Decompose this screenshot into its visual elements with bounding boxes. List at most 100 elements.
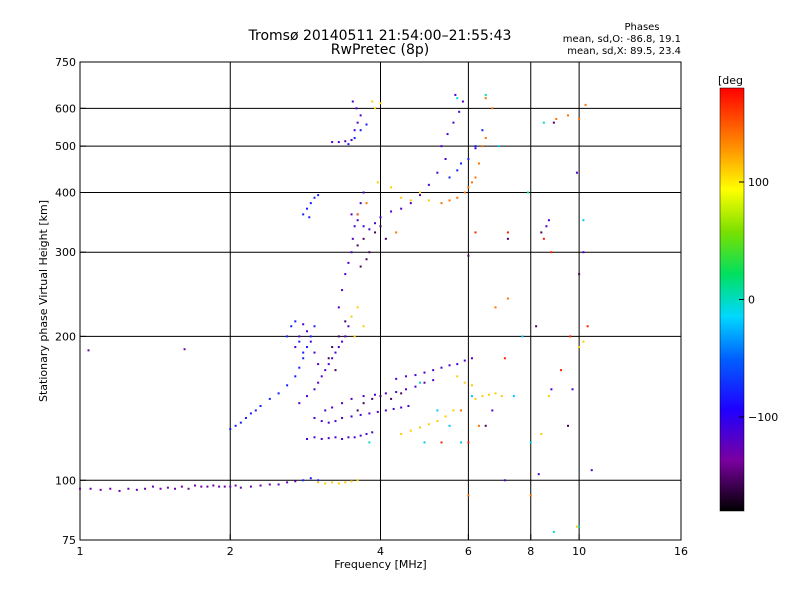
data-point (223, 485, 226, 488)
colorbar-tick-label: 100 (748, 176, 769, 189)
data-point (302, 357, 305, 360)
data-point (337, 306, 340, 309)
data-point (313, 416, 316, 419)
data-point (334, 369, 337, 372)
data-point (362, 402, 365, 405)
data-point (350, 480, 353, 483)
data-point (448, 176, 451, 179)
data-point (294, 375, 297, 378)
data-point (320, 375, 323, 378)
data-point (474, 397, 477, 400)
data-point (353, 137, 356, 140)
data-point (470, 357, 473, 360)
data-point (294, 346, 297, 349)
data-point (567, 114, 570, 117)
data-point (309, 477, 312, 480)
data-point (327, 363, 330, 366)
data-point (423, 441, 426, 444)
data-point (351, 100, 354, 103)
data-point (356, 409, 359, 412)
data-point (317, 194, 320, 197)
data-point (331, 357, 334, 360)
data-point (542, 237, 545, 240)
data-point (234, 424, 237, 427)
data-point (452, 121, 455, 124)
data-point (359, 202, 362, 205)
data-point (470, 181, 473, 184)
data-point (379, 395, 382, 398)
data-point (590, 469, 593, 472)
y-tick-label: 750 (55, 56, 76, 69)
data-point (540, 231, 543, 234)
y-tick-label: 200 (55, 330, 76, 343)
data-point (87, 349, 90, 352)
data-point (456, 363, 459, 366)
data-point (365, 258, 368, 261)
data-point (436, 409, 439, 412)
colorbar: [deg 100 0 −100 (718, 74, 778, 512)
data-point (327, 437, 330, 440)
data-point (362, 191, 365, 194)
data-point (463, 191, 466, 194)
data-point (353, 225, 356, 228)
data-point (390, 397, 393, 400)
data-point (331, 346, 334, 349)
data-point (384, 392, 387, 395)
data-point (268, 397, 271, 400)
data-point (234, 484, 237, 487)
data-point (419, 191, 422, 194)
data-point (494, 392, 497, 395)
data-point (584, 103, 587, 106)
data-point (218, 485, 221, 488)
data-point (309, 335, 312, 338)
data-point (249, 485, 252, 488)
y-tick-label: 600 (55, 102, 76, 115)
data-point (567, 424, 570, 427)
data-point (259, 405, 262, 408)
data-point (309, 202, 312, 205)
colorbar-label: [deg (718, 74, 743, 87)
data-point (337, 482, 340, 485)
data-point (560, 369, 563, 372)
data-point (306, 395, 309, 398)
data-point (324, 409, 327, 412)
x-tick-label: 4 (377, 545, 384, 558)
x-tick-label: 16 (674, 545, 688, 558)
data-point (277, 392, 280, 395)
data-point (419, 381, 422, 384)
data-point (427, 423, 430, 426)
data-point (376, 181, 379, 184)
data-point (359, 114, 362, 117)
data-point (461, 100, 464, 103)
data-point (446, 133, 449, 136)
data-point (419, 426, 422, 429)
data-point (350, 213, 353, 216)
data-point (350, 139, 353, 142)
data-point (362, 325, 365, 328)
data-point (484, 97, 487, 100)
data-point (173, 487, 176, 490)
data-point (395, 231, 398, 234)
data-point (317, 479, 320, 482)
data-point (571, 388, 574, 391)
data-point (268, 483, 271, 486)
data-point (144, 487, 147, 490)
data-point (436, 171, 439, 174)
data-point (353, 436, 356, 439)
y-tick-label: 300 (55, 246, 76, 259)
data-point (456, 196, 459, 199)
data-point (540, 432, 543, 435)
colorbar-ticks: 100 0 −100 (739, 176, 778, 424)
data-point (374, 393, 377, 396)
data-point (313, 196, 316, 199)
data-point (379, 216, 382, 219)
data-point (488, 393, 491, 396)
data-point (452, 409, 455, 412)
data-point (344, 140, 347, 143)
data-point (376, 410, 379, 413)
data-point (313, 351, 316, 354)
data-point (477, 162, 480, 165)
data-point (286, 481, 289, 484)
data-point (286, 335, 289, 338)
data-point (542, 121, 545, 124)
